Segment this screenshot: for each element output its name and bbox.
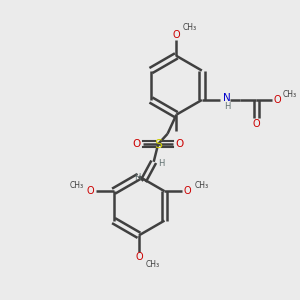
Text: S: S [154, 138, 162, 151]
Text: N: N [223, 93, 231, 103]
Text: O: O [175, 139, 183, 149]
Text: H: H [134, 173, 140, 182]
Text: CH₃: CH₃ [145, 260, 159, 269]
Text: H: H [158, 159, 164, 168]
Text: O: O [253, 119, 260, 129]
Text: CH₃: CH₃ [282, 90, 296, 99]
Text: O: O [133, 139, 141, 149]
Text: H: H [224, 102, 230, 111]
Text: O: O [87, 186, 94, 196]
Text: O: O [135, 252, 143, 262]
Text: O: O [172, 30, 180, 40]
Text: CH₃: CH₃ [70, 182, 84, 190]
Text: CH₃: CH₃ [183, 23, 197, 32]
Text: CH₃: CH₃ [194, 182, 208, 190]
Text: O: O [184, 186, 191, 196]
Text: O: O [274, 95, 281, 105]
